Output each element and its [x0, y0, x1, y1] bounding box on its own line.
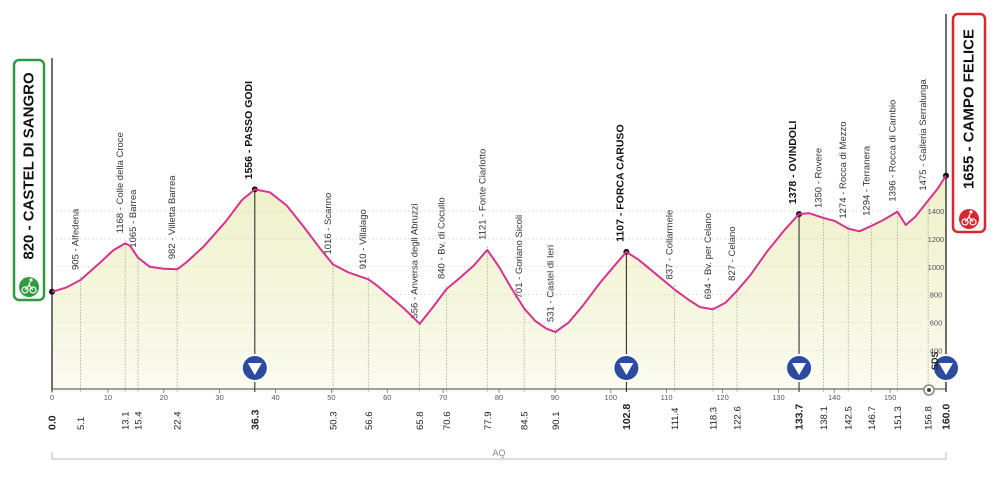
- waypoint-label: 1168 - Colle della Croce: [115, 132, 126, 233]
- km-label: 77.9: [483, 412, 494, 431]
- waypoint-label: 1121 - Fonte Ciarlotto: [477, 149, 488, 240]
- y-tick-label: 800: [930, 291, 943, 300]
- km-label: 156.8: [924, 406, 935, 430]
- climb-marker-arrow: [792, 363, 807, 375]
- km-label: 5.1: [76, 417, 87, 430]
- x-tick-label: 130: [772, 393, 785, 402]
- cyclist-icon-wheel: [21, 286, 29, 294]
- km-label: 111.4: [670, 408, 681, 430]
- km-label: 15.4: [134, 412, 145, 431]
- y-tick-label: 1200: [928, 235, 945, 244]
- sds-target-dot: [927, 388, 931, 392]
- place-label: 820 - CASTEL DI SANGRO: [21, 72, 38, 260]
- y-tick-label: 1000: [928, 263, 945, 272]
- cyclist-icon-wheel: [961, 218, 969, 226]
- x-tick-label: 140: [828, 393, 841, 402]
- waypoint-label: 840 - Bv. di Cocullo: [436, 197, 447, 279]
- waypoint-label: 1274 - Rocca di Mezzo: [838, 121, 849, 218]
- region-label: AQ: [492, 448, 505, 458]
- profile-area: [52, 175, 946, 392]
- km-label: 22.4: [173, 412, 184, 431]
- cyclist-icon-wheel: [29, 286, 37, 294]
- waypoint-label: 1556 - PASSO GODI: [243, 81, 255, 180]
- x-tick-label: 20: [160, 393, 168, 402]
- sds-label: SDS: [930, 351, 940, 370]
- x-tick-label: 50: [327, 393, 335, 402]
- place-box: [12, 58, 46, 302]
- cyclist-icon: [19, 277, 39, 297]
- waypoint-label: 1350 - Rovere: [814, 148, 825, 208]
- km-label: 84.5: [520, 412, 531, 431]
- x-tick-label: 10: [104, 393, 112, 402]
- x-tick-label: 110: [661, 393, 673, 402]
- km-label: 56.6: [364, 412, 375, 431]
- km-label: 70.6: [442, 412, 453, 431]
- waypoint-label: 694 - Bv. per Celano: [703, 213, 714, 299]
- x-tick-label: 40: [271, 393, 279, 402]
- km-label: 36.3: [249, 409, 261, 430]
- waypoint-label: 910 - Villalago: [358, 209, 369, 269]
- waypoint-label: 531 - Castel di Ieri: [545, 245, 556, 322]
- x-tick-label: 30: [215, 393, 223, 402]
- x-tick-label: 100: [604, 393, 617, 402]
- place-box: [951, 12, 987, 234]
- cyclist-icon-head: [29, 278, 33, 282]
- profile-line: [51, 175, 947, 333]
- x-tick-label: 70: [439, 393, 447, 402]
- km-label: 133.7: [794, 404, 806, 430]
- y-tick-label: 600: [930, 318, 943, 327]
- x-tick-label: 80: [495, 393, 503, 402]
- km-label: 90.1: [551, 412, 562, 431]
- km-label: 65.8: [415, 412, 426, 431]
- x-tick-label: 90: [551, 393, 559, 402]
- waypoint-label: 837 - Collarmele: [664, 210, 675, 280]
- km-label: 146.7: [867, 406, 878, 430]
- cyclist-icon: [959, 209, 979, 229]
- place-label: 1655 - CAMPO FELICE: [961, 29, 978, 189]
- km-label: 0.0: [47, 415, 59, 430]
- x-tick-label: 0: [50, 393, 54, 402]
- km-label: 118.3: [709, 407, 720, 430]
- km-label: 160.0: [941, 404, 953, 430]
- waypoint-label: 905 - Alfedena: [70, 208, 81, 270]
- climb-marker-arrow: [619, 363, 634, 375]
- cyclist-icon-head: [969, 210, 973, 214]
- km-label: 151.3: [893, 406, 904, 430]
- x-tick-label: 150: [884, 393, 897, 402]
- waypoint-label: 1107 - FORCA CARUSO: [614, 124, 626, 241]
- x-tick-label: 120: [716, 393, 729, 402]
- waypoint-label: 1065 - Barrea: [128, 189, 139, 248]
- cyclist-icon-body: [964, 213, 974, 223]
- y-tick-label: 1400: [928, 207, 945, 216]
- x-tick-label: 60: [383, 393, 391, 402]
- waypoint-label: 1016 - Scanno: [323, 193, 334, 255]
- waypoint-label: 1396 - Rocca di Cambio: [887, 100, 898, 202]
- km-label: 50.3: [329, 412, 340, 431]
- waypoint-label: 556 - Anversa degli Abruzzi: [410, 203, 421, 318]
- y-tick-label: 400: [930, 346, 943, 355]
- km-label: 122.6: [733, 406, 744, 430]
- waypoint-label: 1378 - OVINDOLI: [787, 121, 799, 205]
- km-label: 102.8: [621, 404, 633, 430]
- cyclist-icon-wheel: [969, 218, 977, 226]
- km-label: 138.1: [819, 406, 830, 430]
- cyclist-icon-body: [24, 281, 34, 291]
- km-label: 142.5: [844, 406, 855, 430]
- waypoint-label: 701 - Goriano Sicoli: [514, 215, 525, 298]
- waypoint-label: 827 - Celano: [727, 226, 738, 280]
- waypoint-label: 1294 - Terranera: [862, 145, 873, 216]
- climb-marker-arrow: [939, 363, 953, 375]
- waypoint-label: 982 - Villetta Barrea: [167, 175, 178, 260]
- waypoint-label: 1475 - Galleria Serralunga: [918, 79, 929, 191]
- region-bracket: [51, 452, 947, 460]
- climb-marker-arrow: [247, 363, 262, 375]
- km-label: 13.1: [121, 412, 132, 431]
